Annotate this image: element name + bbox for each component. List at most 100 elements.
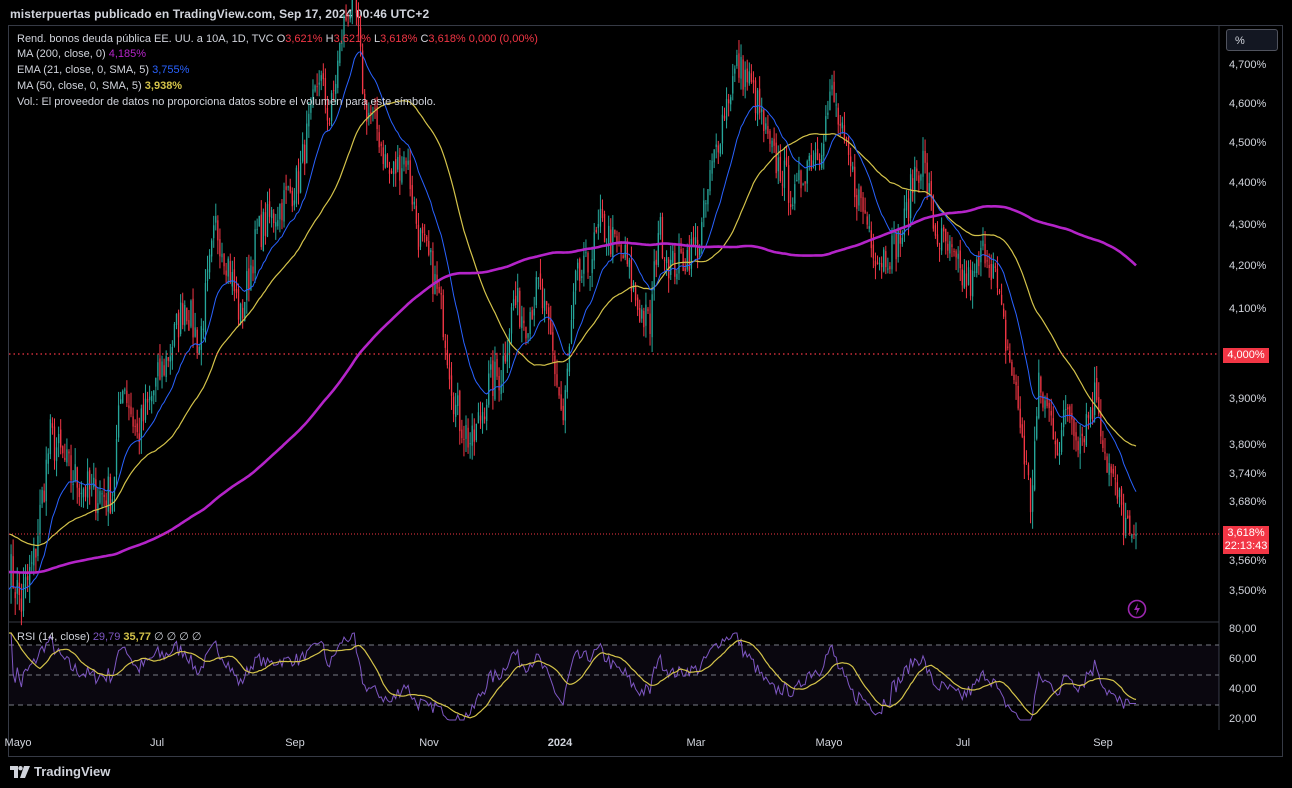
candle-body — [494, 361, 496, 400]
candle-body — [219, 239, 221, 257]
lightning-icon[interactable] — [1127, 599, 1147, 619]
candle-body — [237, 289, 240, 320]
tradingview-brand[interactable]: TradingView — [10, 764, 110, 779]
candle-body — [347, 22, 349, 24]
candle-body — [887, 268, 889, 270]
legend-symbol-row[interactable]: Rend. bonos deuda pública EE. UU. a 10A,… — [17, 33, 538, 45]
time-tick-label: Mayo — [815, 737, 843, 749]
candle-body — [765, 123, 767, 130]
candle-body — [196, 329, 198, 354]
candle-body — [1120, 488, 1123, 505]
candle-body — [694, 237, 697, 244]
candle-body — [190, 300, 192, 327]
candle-body — [355, 0, 358, 13]
candle-body — [159, 358, 161, 380]
candle-body — [599, 208, 602, 227]
legend-ma50-label: MA (50, close, 0, SMA, 5) — [17, 80, 142, 92]
candle-body — [167, 357, 169, 361]
candle-body — [827, 112, 829, 115]
candle-body — [1065, 408, 1067, 410]
candle-body — [498, 375, 500, 391]
legend-ma50-value: 3,938% — [144, 80, 183, 92]
candle-body — [287, 186, 289, 188]
candle-body — [423, 233, 426, 236]
candle-body — [496, 358, 498, 377]
candle-body — [771, 140, 773, 148]
candle-body — [901, 237, 903, 245]
candle-body — [86, 471, 89, 498]
candle-body — [912, 178, 914, 194]
legend-ema21-row[interactable]: EMA (21, close, 0, SMA, 5) 3,755% — [17, 64, 189, 76]
candle-body — [959, 250, 961, 269]
candle-body — [1089, 409, 1092, 420]
candle-body — [51, 423, 54, 428]
candle-body — [351, 0, 353, 11]
candle-body — [1000, 294, 1003, 305]
candle-body — [504, 355, 506, 362]
candle-body — [916, 168, 918, 172]
candle-body — [798, 170, 800, 181]
candle-body — [1087, 415, 1090, 418]
candle-body — [450, 375, 453, 396]
candle-body — [341, 42, 343, 44]
candle-body — [796, 180, 798, 182]
candle-body — [703, 200, 705, 218]
candle-body — [326, 107, 329, 121]
candle-body — [101, 493, 103, 495]
candle-body — [951, 244, 953, 248]
price-tick-label: 4,400% — [1229, 177, 1267, 189]
candle-body — [938, 248, 941, 250]
candle-body — [663, 259, 666, 261]
candle-body — [1023, 435, 1025, 465]
candle-body — [469, 443, 471, 445]
candle-body — [459, 390, 461, 432]
candle-body — [612, 227, 614, 257]
candle-body — [661, 216, 664, 259]
candle-body — [955, 251, 957, 258]
candle-body — [188, 320, 190, 331]
candle-body — [335, 84, 337, 94]
candle-body — [364, 93, 366, 100]
time-tick-label: Mar — [686, 737, 706, 749]
candle-body — [548, 307, 550, 321]
candle-body — [1104, 451, 1106, 454]
candle-body — [719, 144, 722, 154]
candle-body — [678, 245, 680, 274]
price-tick-label: 3,500% — [1229, 585, 1267, 597]
candle-body — [1069, 406, 1071, 417]
candle-body — [717, 145, 719, 153]
legend-change: 0,000 (0,00%) — [468, 33, 538, 45]
candle-body — [1038, 372, 1040, 418]
candle-body — [1118, 489, 1121, 497]
legend-ma200-row[interactable]: MA (200, close, 0) 4,185% — [17, 48, 146, 60]
legend-close: 3,618% — [428, 33, 466, 45]
candle-body — [936, 234, 939, 245]
candle-body — [463, 438, 465, 440]
candle-body — [1131, 534, 1133, 538]
legend-ma50-row[interactable]: MA (50, close, 0, SMA, 5) 3,938% — [17, 80, 182, 92]
rsi-legend[interactable]: RSI (14, close) 29,79 35,77 ∅ ∅ ∅ ∅ — [17, 630, 202, 643]
time-tick-label: Sep — [285, 737, 305, 749]
candle-body — [945, 228, 947, 242]
price-scale-unit-button[interactable]: % — [1226, 29, 1278, 51]
candle-body — [314, 85, 316, 92]
candle-body — [949, 241, 951, 254]
time-tick-label: Mayo — [4, 737, 32, 749]
candle-body — [581, 276, 583, 279]
candle-body — [122, 390, 124, 403]
candle-body — [984, 243, 986, 264]
ema21-line — [8, 51, 1137, 591]
candle-body — [1067, 407, 1069, 410]
candle-body — [70, 455, 72, 481]
candle-body — [1005, 319, 1007, 351]
candle-body — [206, 269, 209, 282]
candle-body — [254, 229, 256, 274]
candle-body — [53, 426, 56, 461]
candle-body — [632, 282, 635, 290]
candle-body — [78, 487, 80, 498]
price-tick-label: 4,200% — [1229, 260, 1267, 272]
candle-body — [508, 333, 511, 356]
candle-body — [721, 114, 724, 144]
candle-body — [115, 439, 118, 475]
